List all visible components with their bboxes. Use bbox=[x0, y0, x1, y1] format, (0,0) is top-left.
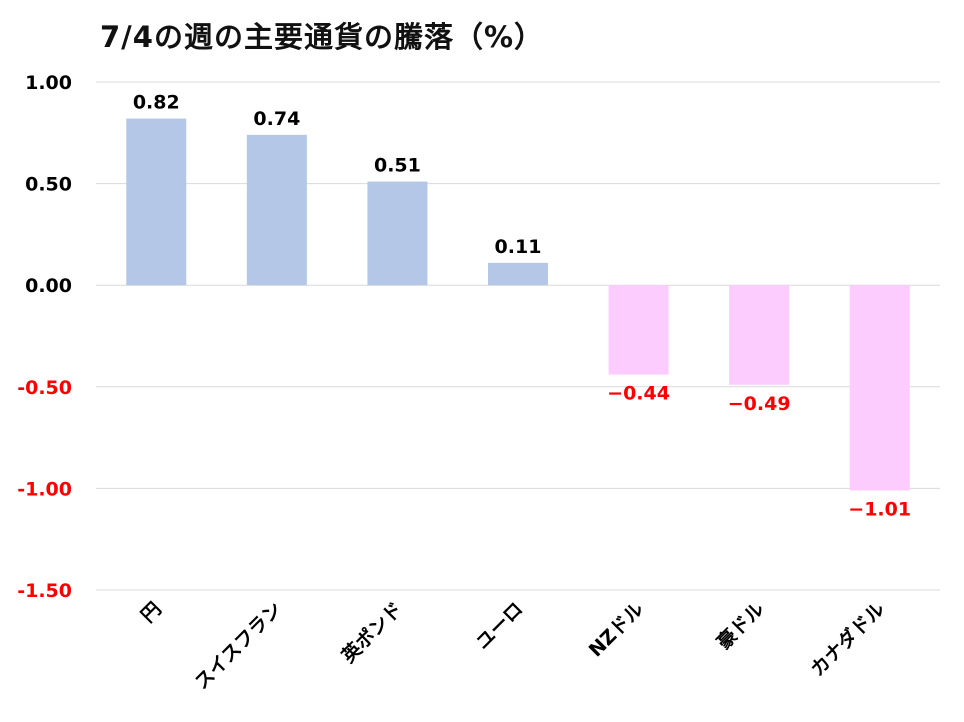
bar bbox=[849, 285, 910, 491]
y-tick-label: -0.50 bbox=[17, 377, 72, 399]
data-label: 0.11 bbox=[495, 236, 542, 258]
bar bbox=[608, 285, 669, 375]
y-tick-label: 0.00 bbox=[25, 275, 72, 297]
data-label: 0.82 bbox=[133, 92, 180, 114]
y-tick-label: -1.00 bbox=[17, 478, 72, 500]
chart-title: 7/4の週の主要通貨の騰落（%） bbox=[100, 20, 545, 54]
data-label: −1.01 bbox=[848, 498, 911, 520]
data-label: 0.74 bbox=[253, 108, 300, 130]
bar bbox=[126, 118, 187, 286]
x-tick-label: 豪ドル bbox=[712, 597, 769, 654]
x-tick-label: ユーロ bbox=[472, 598, 528, 654]
x-tick-label: 英ポンド bbox=[337, 597, 407, 667]
bar bbox=[488, 262, 548, 286]
x-tick-label: 円 bbox=[137, 598, 166, 627]
x-tick-label: スイスフラン bbox=[191, 598, 287, 694]
y-tick-label: 0.50 bbox=[25, 174, 72, 196]
x-tick-label: NZドル bbox=[585, 598, 648, 661]
y-tick-label: 1.00 bbox=[25, 72, 72, 94]
data-label: 0.51 bbox=[374, 155, 421, 177]
y-tick-label: -1.50 bbox=[17, 580, 72, 602]
data-label: −0.49 bbox=[728, 393, 791, 415]
data-label: −0.44 bbox=[607, 383, 670, 405]
bar bbox=[729, 285, 790, 385]
bar bbox=[367, 181, 428, 286]
x-tick-label: カナダドル bbox=[806, 597, 889, 680]
bar bbox=[246, 134, 307, 286]
